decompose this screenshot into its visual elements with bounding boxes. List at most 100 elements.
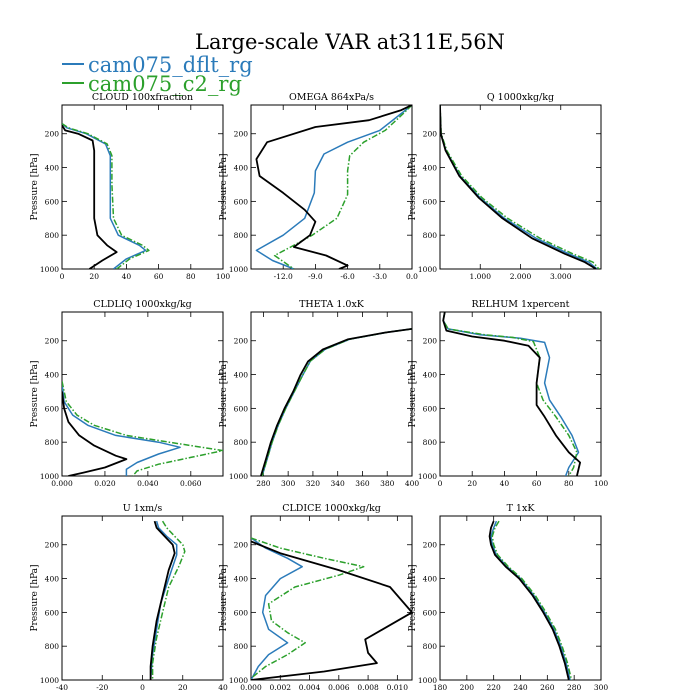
y-tick-label: 600 [234,404,249,413]
x-tick-label: -12.0 [274,272,293,281]
x-tick-label: 0 [140,683,145,692]
y-tick-label: 200 [423,541,438,550]
series-line-1 [442,312,578,476]
y-tick-label: 1000 [40,472,59,481]
x-tick-label: 0.040 [137,479,159,488]
x-tick-label: 20 [467,479,477,488]
y-tick-label: 400 [45,164,60,173]
y-tick-label: 600 [45,608,60,617]
series-line-1 [251,537,365,679]
x-tick-label: 340 [331,479,346,488]
x-tick-label: 200 [460,683,475,692]
x-tick-label: 0.000 [240,683,262,692]
x-tick-label: 100 [216,272,231,281]
plot-frame [61,515,224,681]
plot-frame [439,515,602,681]
x-tick-label: 260 [540,683,555,692]
x-tick-label: 40 [122,272,132,281]
x-tick-label: -9.0 [308,272,323,281]
x-tick-label: 20 [178,683,188,692]
y-tick-label: 1000 [418,472,437,481]
y-tick-label: 400 [234,371,249,380]
series-line-2 [251,540,412,680]
series-line-2 [488,520,570,680]
x-tick-label: -3.0 [373,272,388,281]
y-tick-label: 200 [234,541,249,550]
x-tick-label: 20 [89,272,99,281]
y-tick-label: 1000 [229,472,248,481]
panel-2: Q 1000xkg/kg 200 400 600 800 1000 1.000 2.000 3.… [408,92,602,281]
panel-title: CLDICE 1000xkg/kg [282,503,381,514]
series-line-0 [255,105,412,269]
x-tick-label: 280 [567,683,582,692]
x-tick-label: 1.000 [470,272,492,281]
panel-title: THETA 1.0xK [299,299,365,310]
series-line-2 [149,520,176,680]
series-line-0 [149,520,178,680]
y-tick-label: 200 [423,337,438,346]
y-tick-label: 400 [423,575,438,584]
series-line-0 [261,328,412,476]
x-tick-label: 0.060 [180,479,202,488]
legend-label-1: cam075_c2_rg [88,72,242,96]
x-tick-label: 80 [564,479,574,488]
series-line-2 [442,312,581,476]
x-tick-label: 40 [500,479,510,488]
x-tick-label: 0 [60,272,65,281]
x-tick-label: 380 [380,479,395,488]
y-tick-label: 800 [234,231,249,240]
y-axis-label: Pressure [hPa] [408,564,418,631]
series-line-0 [62,123,147,269]
panel-title: CLOUD 100xfraction [92,92,193,103]
plot-frame [250,104,413,270]
series-line-1 [62,381,223,476]
plot-frame [250,515,413,681]
y-tick-label: 600 [423,197,438,206]
y-axis-label: Pressure [hPa] [408,360,418,427]
plot-frame [61,311,224,477]
x-tick-label: 300 [281,479,296,488]
series-line-0 [490,520,571,680]
y-tick-label: 1000 [418,265,437,274]
y-tick-label: 600 [45,197,60,206]
x-tick-label: -40 [56,683,68,692]
x-tick-label: 0.002 [270,683,292,692]
panel-6: U 1xm/s 200 400 600 800 1000-40 -20 0 20 40 Pressu… [30,503,228,692]
series-line-1 [273,105,412,269]
panel-title: U 1xm/s [123,503,163,514]
y-axis-label: Pressure [hPa] [30,153,40,220]
y-tick-label: 200 [423,130,438,139]
series-line-1 [151,520,186,680]
y-tick-label: 600 [423,608,438,617]
series-line-1 [491,520,573,680]
y-axis-label: Pressure [hPa] [408,153,418,220]
series-line-1 [62,122,150,269]
y-tick-label: 1000 [40,676,59,685]
x-tick-label: 0.020 [94,479,116,488]
y-tick-label: 200 [45,541,60,550]
x-tick-label: 220 [487,683,502,692]
x-tick-label: 2.000 [510,272,532,281]
y-tick-label: 400 [234,575,249,584]
x-tick-label: 0.000 [51,479,73,488]
y-axis-label: Pressure [hPa] [30,360,40,427]
x-tick-label: 100 [594,479,609,488]
series-line-1 [440,105,600,269]
plot-frame [439,104,602,270]
y-tick-label: 600 [423,404,438,413]
y-tick-label: 400 [423,164,438,173]
panel-title: RELHUM 1xpercent [472,299,570,310]
x-tick-label: 0.004 [299,683,321,692]
y-tick-label: 800 [423,438,438,447]
y-tick-label: 800 [234,438,249,447]
figure-title: Large-scale VAR at311E,56N [195,30,505,54]
series-line-2 [260,328,412,476]
plot-frame [250,311,413,477]
series-line-2 [62,124,118,269]
y-tick-label: 800 [45,231,60,240]
